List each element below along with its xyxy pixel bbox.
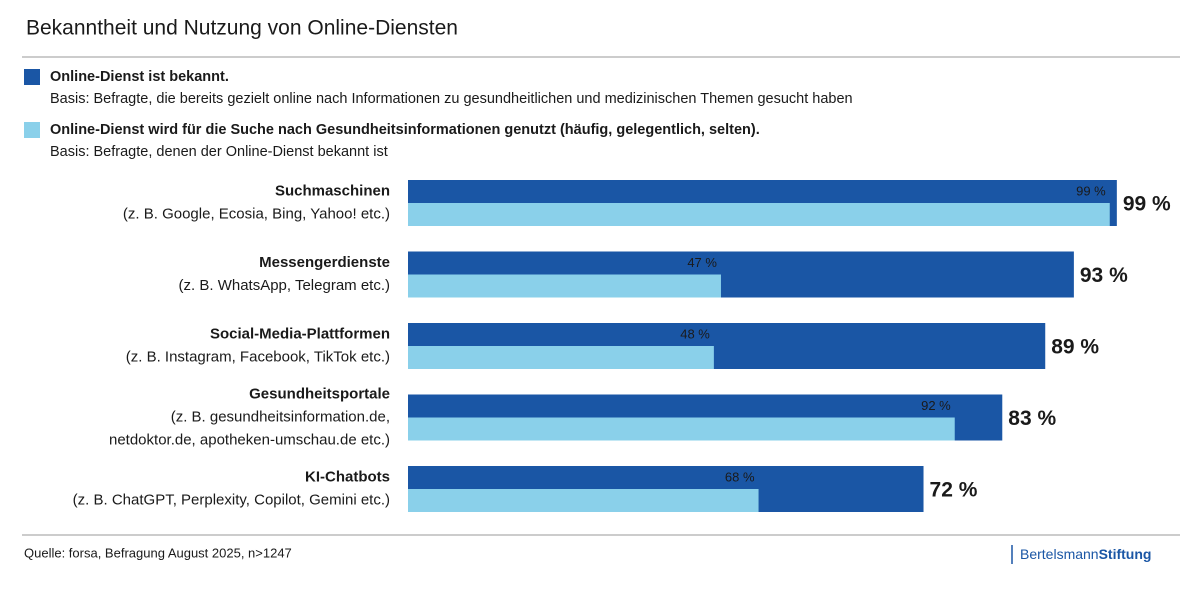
value-label: 68 % [725,469,755,484]
category-note: (z. B. ChatGPT, Perplexity, Copilot, Gem… [73,491,390,508]
brand: BertelsmannStiftung [1020,546,1151,562]
value-label: 99 % [1076,183,1106,198]
category-note: netdoktor.de, apotheken-umschau.de etc.) [109,431,390,448]
bar-used [408,489,759,512]
value-label: 89 % [1051,336,1099,359]
brand-part: Bertelsmann [1020,546,1099,562]
category-label: Messengerdienste [259,254,390,271]
category-label: Suchmaschinen [275,182,390,199]
brand-part: Stiftung [1099,546,1152,562]
category-label: Gesundheitsportale [249,385,390,402]
bar-used [408,417,955,441]
bar-used [408,346,714,369]
legend-label: Online-Dienst ist bekannt. [50,69,229,85]
value-label: 47 % [687,255,717,270]
value-label: 83 % [1008,407,1056,430]
chart-title: Bekanntheit und Nutzung von Online-Diens… [26,17,458,40]
category-label: KI-Chatbots [305,468,390,485]
bar-used [408,274,721,298]
value-label: 72 % [930,479,978,502]
source: Quelle: forsa, Befragung August 2025, n>… [24,545,292,560]
category-label: Social-Media-Plattformen [210,325,390,342]
legend-swatch [24,69,40,85]
category-note: (z. B. gesundheitsinformation.de, [171,408,390,425]
category-note: (z. B. Google, Ecosia, Bing, Yahoo! etc.… [123,205,390,222]
bar-used [408,203,1110,226]
legend-swatch [24,122,40,138]
value-label: 92 % [921,398,951,413]
legend-basis: Basis: Befragte, die bereits gezielt onl… [50,91,853,107]
category-note: (z. B. WhatsApp, Telegram etc.) [179,277,390,294]
value-label: 48 % [680,326,710,341]
value-label: 93 % [1080,264,1128,287]
legend-basis: Basis: Befragte, denen der Online-Dienst… [50,144,388,160]
legend-label: Online-Dienst wird für die Suche nach Ge… [50,122,760,138]
category-note: (z. B. Instagram, Facebook, TikTok etc.) [126,348,390,365]
value-label: 99 % [1123,193,1171,216]
